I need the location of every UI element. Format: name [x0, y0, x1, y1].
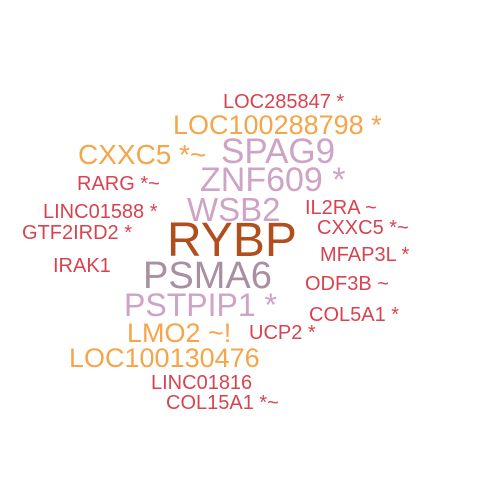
word-il2ra: IL2RA ~	[305, 197, 377, 219]
word-col15a1: COL15A1 *~	[166, 392, 279, 414]
word-cxxc5-red: CXXC5 *~	[317, 217, 409, 239]
word-odf3b: ODF3B ~	[305, 273, 389, 295]
word-lmo2: LMO2 ~!	[127, 318, 232, 348]
word-loc285847: LOC285847 *	[223, 91, 345, 113]
word-linc01588: LINC01588 *	[43, 201, 158, 223]
word-mfap3l: MFAP3L *	[320, 244, 410, 266]
word-psma6: PSMA6	[143, 255, 272, 297]
word-rybp: RYBP	[167, 214, 297, 267]
word-pstpip1: PSTPIP1 *	[124, 287, 277, 323]
word-wsb2: WSB2	[187, 191, 281, 228]
word-spag9: SPAG9	[221, 132, 336, 171]
word-col5a1: COL5A1 *	[309, 304, 400, 326]
word-ucp2: UCP2 *	[249, 322, 316, 344]
word-linc01816: LINC01816	[151, 372, 253, 394]
word-irak1: IRAK1	[53, 255, 111, 277]
word-gtf2ird2: GTF2IRD2 *	[22, 222, 133, 244]
word-rarg: RARG *~	[77, 173, 160, 195]
word-znf609: ZNF609 *	[200, 161, 346, 199]
word-loc100288798: LOC100288798 *	[173, 110, 382, 140]
word-loc100130476: LOC100130476	[69, 343, 260, 373]
word-cxxc5-orange: CXXC5 *~	[78, 139, 207, 170]
